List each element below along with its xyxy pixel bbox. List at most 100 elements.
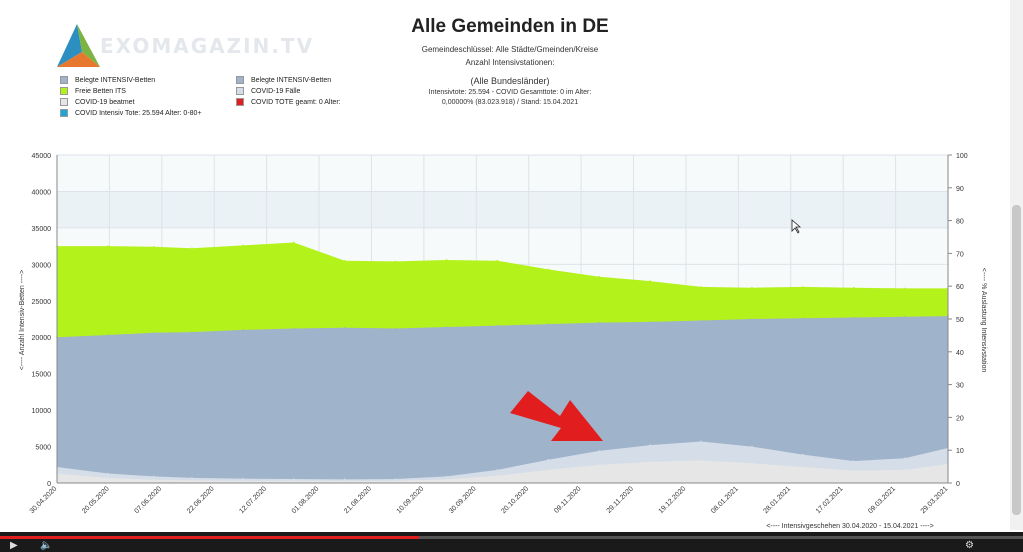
- data-point: [152, 478, 155, 481]
- logo-text: EXOMAGAZIN.TV: [100, 34, 315, 58]
- legend-item: Freie Betten ITS: [60, 87, 126, 95]
- data-point: [343, 259, 346, 262]
- data-point: [343, 326, 346, 329]
- data-point: [292, 327, 295, 330]
- data-point: [394, 260, 397, 263]
- y-tick-label-left: 15000: [32, 372, 52, 379]
- logo-icon-green: [77, 24, 100, 67]
- x-tick-label: 30.04.2020: [29, 485, 59, 515]
- scrollbar-thumb[interactable]: [1012, 205, 1021, 515]
- y-tick-label-right: 90: [956, 186, 964, 193]
- data-point: [649, 321, 651, 323]
- data-point: [751, 462, 753, 465]
- legend-item: COVID-19 Fälle: [236, 87, 300, 95]
- data-point: [191, 479, 193, 482]
- y-tick-label-left: 0: [47, 481, 51, 488]
- video-controls-bar: [0, 532, 1023, 552]
- data-point: [853, 460, 855, 462]
- y-tick-label-right: 60: [956, 284, 964, 291]
- y-tick-label-left: 5000: [35, 445, 51, 452]
- data-point: [107, 472, 109, 475]
- y-tick-label-left: 20000: [32, 335, 52, 342]
- y-tick-label-left: 35000: [32, 226, 52, 233]
- data-point: [496, 324, 499, 327]
- subtitle-bundeslaender: (Alle Bundesländer): [470, 76, 550, 86]
- legend-item: Belegte INTENSIV-Betten: [236, 76, 331, 84]
- data-point: [547, 458, 550, 461]
- legend-swatch: [60, 98, 68, 106]
- play-icon[interactable]: ▶: [10, 540, 18, 551]
- data-point: [649, 461, 651, 463]
- data-point: [853, 316, 855, 319]
- data-point: [394, 478, 397, 480]
- legend-label: Belegte INTENSIV-Betten: [251, 76, 332, 84]
- video-progress-track[interactable]: [0, 536, 1023, 539]
- x-tick-label: 07.06.2020: [134, 485, 164, 515]
- subtitle-intensivstationen: Anzahl Intensivstationen:: [465, 58, 555, 67]
- x-tick-label: 20.10.2020: [500, 485, 530, 515]
- data-point: [700, 459, 702, 462]
- data-point: [903, 457, 906, 460]
- mouse-cursor-icon: [791, 219, 802, 234]
- data-point: [903, 469, 906, 471]
- legend-swatch: [60, 76, 68, 84]
- series-belegte-betten: [57, 316, 948, 483]
- legend-label: COVID Intensiv Tote: 25.594 Alter: 0-80+: [75, 109, 202, 117]
- data-point: [751, 318, 753, 320]
- x-tick-label: 08.01.2021: [710, 485, 740, 515]
- y-tick-label-right: 50: [956, 317, 964, 324]
- series-covid-beatmet: [57, 460, 948, 483]
- x-tick-label: 12.07.2020: [238, 485, 268, 515]
- data-point: [292, 478, 295, 480]
- data-point: [700, 440, 702, 443]
- data-point: [853, 469, 855, 472]
- chart-title: Alle Gemeinden in DE: [411, 16, 609, 37]
- legend-item: COVID-19 beatmet: [60, 98, 135, 106]
- x-tick-label: 30.09.2020: [448, 485, 478, 515]
- chart-area: 0 5000 10000 15000 20000 25000 30000 35000 40000…: [19, 153, 987, 530]
- data-point: [242, 329, 244, 331]
- video-progress-fill: [0, 536, 420, 539]
- data-point: [343, 478, 346, 481]
- settings-icon[interactable]: ⚙: [965, 540, 974, 551]
- data-point: [107, 477, 109, 479]
- data-point: [700, 286, 702, 288]
- data-point: [649, 444, 651, 446]
- data-point: [152, 332, 155, 334]
- x-tick-label: 29.11.2020: [606, 485, 635, 514]
- data-point: [242, 480, 244, 482]
- legend-swatch: [236, 87, 244, 95]
- x-tick-label: 09.11.2020: [553, 485, 582, 514]
- subtitle-gemeindeschluessel: Gemeindeschlüssel: Alle Städte/Gmeinden/…: [421, 45, 599, 54]
- x-tick-label: 21.08.2020: [343, 485, 373, 515]
- volume-icon[interactable]: 🔈: [40, 540, 53, 551]
- data-point: [445, 475, 448, 478]
- legend-item: COVID Intensiv Tote: 25.594 Alter: 0-80+: [60, 109, 202, 117]
- y-tick-label-left: 30000: [32, 262, 52, 269]
- data-point: [802, 317, 804, 320]
- x-tick-label: 22.06.2020: [186, 485, 216, 515]
- y-axis-title-right: <---- % Auslastung Intensivstation: [980, 268, 987, 373]
- y-tick-label-right: 10: [956, 448, 964, 455]
- legend-item: Belegte INTENSIV-Betten: [60, 76, 155, 84]
- y-tick-label-left: 40000: [32, 189, 52, 196]
- legend-swatch: [60, 87, 68, 95]
- data-point: [445, 259, 448, 261]
- x-tick-label: 29.03.2021: [920, 485, 950, 515]
- legend-label: Freie Betten ITS: [75, 87, 126, 95]
- y-tick-label-right: 30: [956, 383, 964, 390]
- data-point: [598, 275, 601, 278]
- y-tick-label-right: 70: [956, 251, 964, 258]
- x-tick-label: 09.03.2021: [867, 485, 897, 515]
- data-point: [107, 245, 109, 247]
- data-point: [802, 286, 804, 288]
- data-point: [751, 286, 753, 289]
- data-point: [107, 334, 109, 336]
- legend-swatch: [236, 98, 244, 106]
- x-tick-label: 20.05.2020: [81, 485, 111, 515]
- plot-band: [57, 191, 948, 228]
- data-point: [751, 445, 753, 448]
- y-tick-label-right: 0: [956, 481, 960, 488]
- legend-label: Belegte INTENSIV-Betten: [75, 76, 156, 84]
- annotation-arrow: [510, 391, 603, 441]
